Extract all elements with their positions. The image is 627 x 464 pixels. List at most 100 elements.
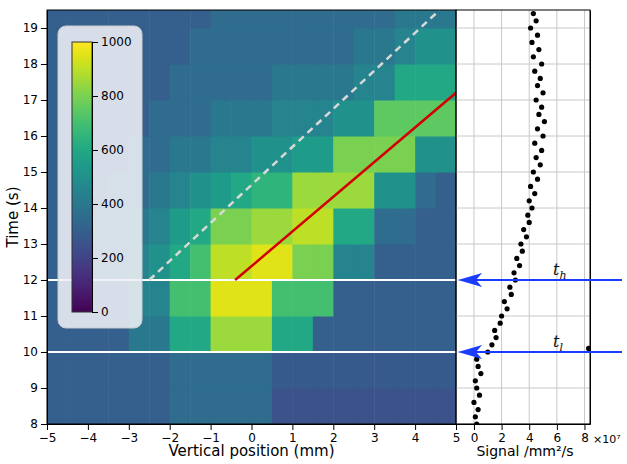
tick: 0: [471, 424, 479, 445]
tick-mark: [47, 424, 48, 430]
heat-cell: [170, 280, 191, 317]
point: [540, 133, 545, 138]
heat-cell: [272, 64, 293, 101]
heat-cell: [149, 28, 170, 65]
tick-mark: [211, 424, 212, 430]
heat-cell: [272, 316, 293, 353]
tick-label: 14: [23, 201, 38, 215]
heat-cell: [313, 280, 334, 317]
tick: 9: [30, 381, 47, 395]
tick: 800: [92, 89, 124, 103]
tick-label: 15: [23, 165, 38, 179]
axis: 02004006008001000: [92, 35, 132, 319]
heat-cell: [149, 280, 170, 317]
heat-cell: [231, 136, 252, 173]
tick: −5: [39, 424, 57, 445]
point: [528, 25, 533, 30]
point: [477, 393, 482, 398]
tick: 13: [23, 237, 47, 251]
heat-cell: [272, 280, 293, 317]
heat-cell: [313, 208, 334, 245]
heat-cell: [47, 388, 68, 424]
tick-label: 3: [371, 431, 379, 445]
colorbar: [72, 42, 92, 312]
point: [509, 292, 514, 297]
heat-cell: [374, 244, 395, 281]
tick-label: −3: [120, 431, 138, 445]
grid-line: [584, 10, 585, 424]
heat-cell: [436, 172, 456, 209]
point: [478, 371, 483, 376]
heat-cell: [415, 244, 436, 281]
tick-label: 9: [30, 381, 38, 395]
tick-mark: [92, 42, 98, 43]
point: [476, 364, 481, 369]
tick-mark: [41, 136, 47, 137]
tick: 3: [371, 424, 379, 445]
tick-mark: [92, 258, 98, 259]
heat-cell: [149, 316, 170, 353]
heat-cell: [190, 352, 211, 389]
point: [498, 321, 503, 326]
tick-mark: [474, 424, 475, 430]
heat-cell: [436, 352, 456, 389]
point: [535, 126, 540, 131]
heat-cell: [395, 28, 416, 65]
heat-cell: [149, 388, 170, 424]
heat-cell: [272, 388, 293, 424]
point: [534, 155, 539, 160]
tick: 14: [23, 201, 47, 215]
heat-cell: [292, 208, 313, 245]
heat-cell: [231, 100, 252, 137]
heat-cell: [333, 208, 354, 245]
heat-cell: [354, 28, 375, 65]
heat-cell: [129, 352, 150, 389]
point: [535, 177, 540, 182]
point: [502, 299, 507, 304]
tick-label: 18: [23, 57, 38, 71]
tick-label: −4: [80, 431, 98, 445]
point: [527, 198, 532, 203]
axis-offset-label: ×10⁷: [593, 433, 621, 446]
point: [539, 148, 544, 153]
tick-label: 19: [23, 21, 38, 35]
chart: −5−4−3−2−10123458910111213141516171819Ve…: [0, 0, 627, 464]
tick: 11: [23, 309, 47, 323]
heat-cell: [211, 244, 232, 281]
heat-cell: [170, 64, 191, 101]
tick-mark: [252, 424, 253, 430]
heat-cell: [436, 136, 456, 173]
tick: 15: [23, 165, 47, 179]
heat-cell: [211, 28, 232, 65]
heat-cell: [292, 136, 313, 173]
tick: 8: [581, 424, 589, 445]
heat-cell: [333, 28, 354, 65]
tick-mark: [41, 352, 47, 353]
heat-cell: [252, 136, 273, 173]
point: [525, 213, 530, 218]
heat-cell: [333, 280, 354, 317]
tick: 600: [92, 143, 124, 157]
heat-cell: [272, 352, 293, 389]
point: [529, 205, 534, 210]
heat-cell: [415, 172, 436, 209]
point: [536, 47, 541, 52]
point: [538, 162, 543, 167]
heat-cell: [272, 10, 293, 29]
tick-label: 17: [23, 93, 38, 107]
point: [524, 234, 529, 239]
heat-cell: [374, 64, 395, 101]
tick-mark: [292, 424, 293, 430]
point: [499, 313, 504, 318]
tick: 18: [23, 57, 47, 71]
fit-line: [235, 93, 456, 280]
heat-cell: [313, 28, 334, 65]
heat-cell: [313, 244, 334, 281]
heat-cell: [415, 208, 436, 245]
heat-cell: [395, 172, 416, 209]
point: [527, 220, 532, 225]
plot-frame: [456, 10, 590, 424]
heat-cell: [395, 316, 416, 353]
point: [520, 249, 525, 254]
tick-label: 1000: [101, 35, 132, 49]
